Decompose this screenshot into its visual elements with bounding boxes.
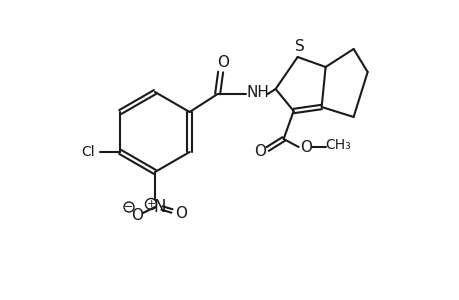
Text: O: O bbox=[299, 140, 311, 154]
Text: N: N bbox=[153, 198, 166, 216]
Text: O: O bbox=[216, 55, 228, 70]
Text: O: O bbox=[253, 143, 265, 158]
Text: +: + bbox=[146, 199, 155, 209]
Text: S: S bbox=[294, 38, 304, 53]
Text: CH₃: CH₃ bbox=[324, 138, 350, 152]
Text: Cl: Cl bbox=[81, 145, 95, 159]
Text: NH: NH bbox=[246, 85, 269, 100]
Text: O: O bbox=[174, 206, 187, 221]
Text: O: O bbox=[131, 208, 143, 223]
Text: −: − bbox=[124, 202, 134, 212]
